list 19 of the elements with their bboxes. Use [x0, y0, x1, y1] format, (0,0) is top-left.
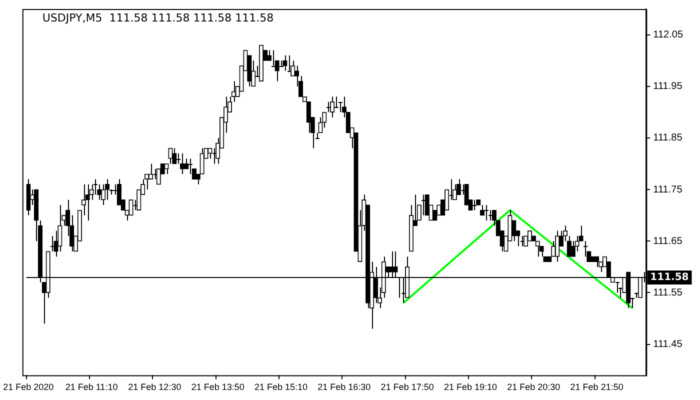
x-tick-label: 21 Feb 21:50	[570, 382, 624, 392]
y-tick-label: 111.65	[653, 236, 683, 247]
y-tick-label: 111.95	[653, 81, 683, 92]
y-tick-label: 111.45	[653, 339, 683, 350]
x-tick-label: 21 Feb 17:50	[380, 382, 434, 392]
y-tick-label: 111.75	[653, 184, 683, 196]
x-tick-label: 21 Feb 16:30	[318, 382, 371, 392]
y-tick-label: 111.85	[653, 132, 683, 144]
x-tick-label: 21 Feb 20:30	[507, 382, 560, 392]
y-tick-label: 112.05	[653, 30, 684, 41]
ref-line-label: 111.58	[650, 272, 689, 284]
x-tick-label: 21 Feb 12:30	[128, 382, 182, 392]
x-tick-label: 21 Feb 19:10	[444, 382, 498, 392]
x-tick-label: 21 Feb 2020	[3, 382, 54, 392]
chart-title: USDJPY,M5 111.58 111.58 111.58 111.58	[42, 11, 274, 24]
x-tick-label: 21 Feb 11:10	[65, 382, 118, 392]
x-tick-label: 21 Feb 13:50	[191, 382, 244, 392]
y-tick-label: 111.55	[653, 287, 683, 298]
x-tick-label: 21 Feb 15:10	[254, 382, 308, 392]
